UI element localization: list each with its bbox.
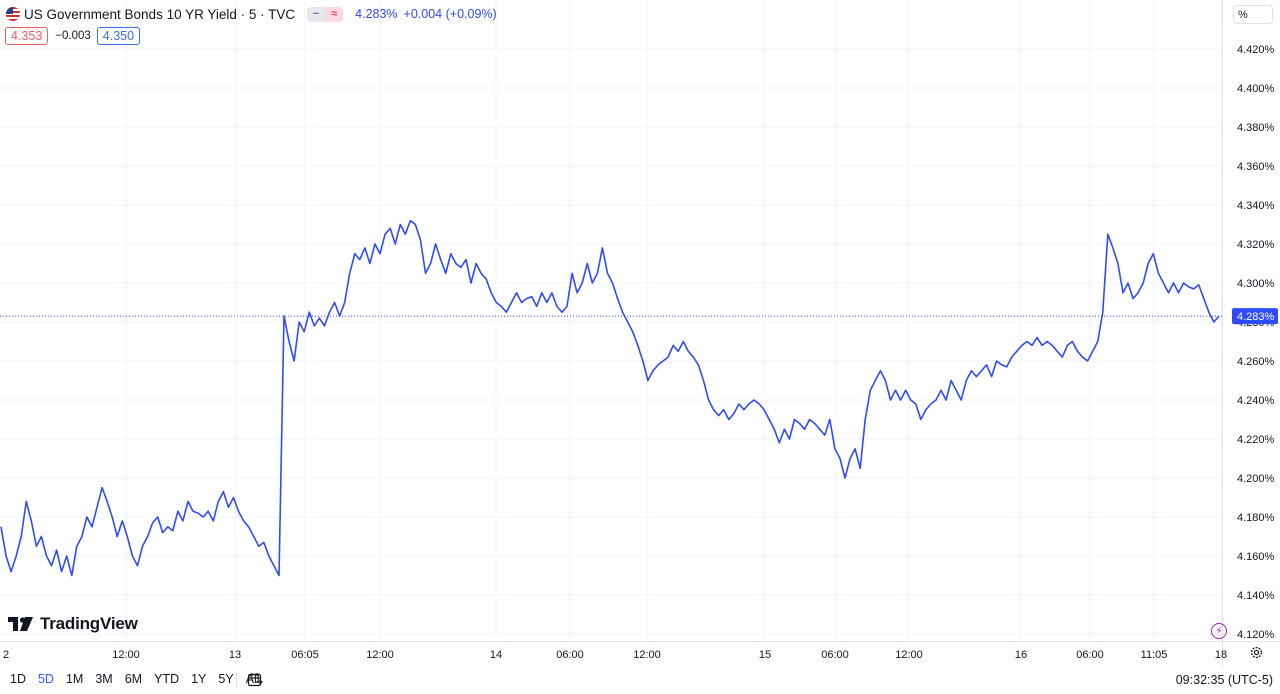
calendar-goto-icon[interactable] [247, 672, 263, 688]
clock-timezone[interactable]: 09:32:35 (UTC-5) [1175, 673, 1273, 687]
last-price-label: 4.283% [1237, 311, 1275, 323]
x-tick-label: 15 [759, 649, 771, 661]
last-value: 4.283% [355, 7, 398, 21]
range-6m[interactable]: 6M [124, 672, 143, 686]
y-tick-label: 4.140% [1237, 590, 1275, 602]
x-tick-label: 13 [229, 649, 241, 661]
range-1m[interactable]: 1M [65, 672, 84, 686]
y-tick-label: 4.120% [1237, 629, 1275, 641]
range-buttons: 1D 5D 1M 3M 6M YTD 1Y 5Y All [10, 672, 272, 686]
y-tick-label: 4.360% [1237, 161, 1275, 173]
y-tick-label: 4.180% [1237, 512, 1275, 524]
us-flag-icon [6, 7, 20, 21]
last-price-label-bg [1232, 308, 1278, 325]
unit-selector[interactable]: % [1233, 5, 1273, 24]
change-value: +0.004 (+0.09%) [403, 7, 497, 21]
y-tick-label: 4.300% [1237, 278, 1275, 290]
minus-icon[interactable]: − [307, 6, 326, 22]
bottom-toolbar: 1D 5D 1M 3M 6M YTD 1Y 5Y All 09:32:35 (U… [0, 666, 1280, 694]
approx-icon[interactable]: ≈ [325, 6, 344, 22]
x-tick-label: 12:00 [895, 649, 923, 661]
legend: US Government Bonds 10 YR Yield · 5 · TV… [6, 5, 497, 23]
range-3m[interactable]: 3M [95, 672, 113, 686]
y-tick-label: 4.200% [1237, 473, 1275, 485]
x-tick-label: 14 [490, 649, 502, 661]
quote-boxes: 4.353 −0.003 4.350 [5, 27, 141, 45]
y-tick-label: 4.220% [1237, 434, 1275, 446]
symbol-title[interactable]: US Government Bonds 10 YR Yield · 5 · TV… [24, 6, 296, 22]
ask-price[interactable]: 4.350 [96, 27, 141, 45]
range-1y[interactable]: 1Y [191, 672, 207, 686]
y-tick-label: 4.260% [1237, 356, 1275, 368]
range-ytd[interactable]: YTD [154, 672, 180, 686]
range-5y[interactable]: 5Y [218, 672, 234, 686]
x-tick-label: 06:00 [821, 649, 849, 661]
spread-value: −0.003 [55, 30, 91, 42]
x-tick-label: 16 [1015, 649, 1027, 661]
y-tick-label: 4.320% [1237, 239, 1275, 251]
lightning-icon[interactable]: ⚡ [1211, 623, 1227, 639]
toolbar-divider [236, 672, 237, 688]
x-tick-label: 06:00 [1076, 649, 1104, 661]
time-axis[interactable]: 2 12:00 13 06:05 12:00 14 06:00 12:00 15 06:00 12:… [3, 649, 1227, 661]
y-tick-label: 4.420% [1237, 44, 1275, 56]
gear-icon[interactable] [1250, 646, 1263, 659]
tradingview-logo[interactable]: TradingView [8, 614, 138, 634]
price-axis[interactable]: 4.420% 4.400% 4.380% 4.360% 4.340% 4.320% 4.30… [1237, 44, 1275, 641]
x-tick-label: 06:00 [556, 649, 584, 661]
y-tick-label: 4.340% [1237, 200, 1275, 212]
x-tick-label: 12:00 [112, 649, 140, 661]
mode-pill[interactable]: − ≈ [307, 6, 344, 22]
x-tick-label: 18 [1215, 649, 1227, 661]
x-tick-label: 12:00 [633, 649, 661, 661]
x-tick-label: 11:05 [1141, 649, 1168, 661]
range-5d[interactable]: 5D [37, 672, 54, 686]
y-tick-label: 4.380% [1237, 122, 1275, 134]
x-tick-label: 06:05 [291, 649, 319, 661]
grid-lines [0, 0, 1222, 641]
y-tick-label: 4.400% [1237, 83, 1275, 95]
bid-price[interactable]: 4.353 [5, 27, 49, 45]
price-chart[interactable]: 4.420% 4.400% 4.380% 4.360% 4.340% 4.320% 4.30… [0, 0, 1280, 666]
y-tick-label: 4.240% [1237, 395, 1275, 407]
y-tick-label: 4.160% [1237, 551, 1275, 563]
tv-logo-icon [8, 617, 33, 631]
x-tick-label: 12:00 [366, 649, 394, 661]
series-line [0, 219, 1220, 577]
x-tick-label: 2 [3, 649, 9, 661]
range-1d[interactable]: 1D [10, 672, 26, 686]
logo-text: TradingView [40, 614, 138, 633]
